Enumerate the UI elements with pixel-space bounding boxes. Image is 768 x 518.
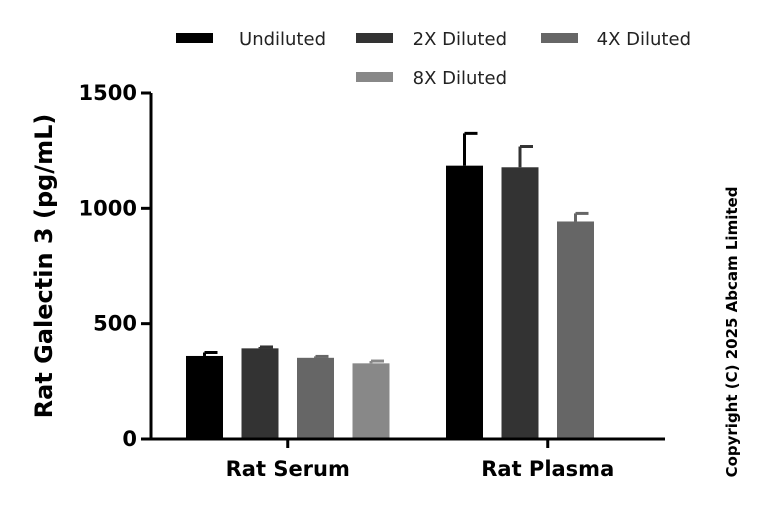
legend-swatch [356,33,393,43]
bar-rat-serum-4x-diluted [297,357,334,439]
y-tick-label: 500 [93,312,137,336]
x-categories: Rat Serum Rat Plasma [226,439,614,481]
y-tick-label: 0 [122,427,137,451]
bar-rat-serum-undiluted [186,355,223,439]
legend-label: 2X Diluted [413,29,507,50]
y-axis-label: Rat Galectin 3 (pg/mL) [30,114,58,419]
bar-rat-serum-8x-diluted [352,363,390,439]
y-ticks: 0 500 1000 1500 [79,81,151,451]
bars [186,131,594,440]
axes [149,93,665,441]
bar-rat-serum-2x-diluted [241,348,279,439]
legend-swatch [356,72,393,82]
legend-label: 4X Diluted [597,29,691,50]
x-category-label: Rat Plasma [481,457,614,481]
bar-rat-plasma-4x-diluted [557,221,594,439]
y-tick-label: 1500 [79,81,137,105]
copyright-notice: Copyright (C) 2025 Abcam Limited [723,187,741,478]
legend: Undiluted 2X Diluted 4X Diluted 8X Diluted [176,29,691,89]
x-category-label: Rat Serum [226,457,350,481]
bar-rat-plasma-2x-diluted [501,167,539,440]
y-tick-label: 1000 [79,196,137,220]
legend-label: 8X Diluted [413,68,507,89]
legend-swatch [176,33,213,43]
legend-label: Undiluted [239,29,326,50]
legend-swatch [541,33,578,43]
bar-rat-plasma-undiluted [446,165,483,439]
